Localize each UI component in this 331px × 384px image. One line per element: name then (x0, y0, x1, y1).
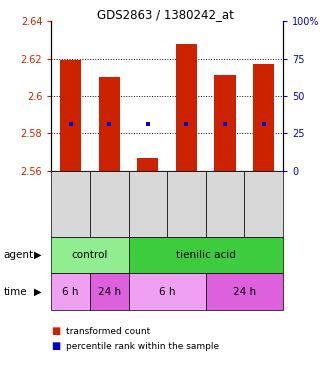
Text: 6 h: 6 h (62, 286, 79, 297)
Text: control: control (72, 250, 108, 260)
Text: GDS2863 / 1380242_at: GDS2863 / 1380242_at (97, 8, 234, 22)
Text: time: time (3, 286, 27, 297)
Text: ■: ■ (51, 341, 61, 351)
Text: ■: ■ (51, 326, 61, 336)
Text: percentile rank within the sample: percentile rank within the sample (66, 342, 219, 351)
Text: transformed count: transformed count (66, 326, 151, 336)
Bar (60, 60, 81, 171)
Bar (253, 64, 274, 171)
Text: ▶: ▶ (34, 250, 42, 260)
Bar (99, 77, 120, 171)
Text: agent: agent (3, 250, 33, 260)
Text: tienilic acid: tienilic acid (176, 250, 236, 260)
Text: ▶: ▶ (34, 286, 42, 297)
Bar (214, 75, 236, 171)
Text: 24 h: 24 h (98, 286, 121, 297)
Bar (176, 44, 197, 171)
Bar (137, 158, 159, 171)
Text: 24 h: 24 h (233, 286, 256, 297)
Text: 6 h: 6 h (159, 286, 175, 297)
